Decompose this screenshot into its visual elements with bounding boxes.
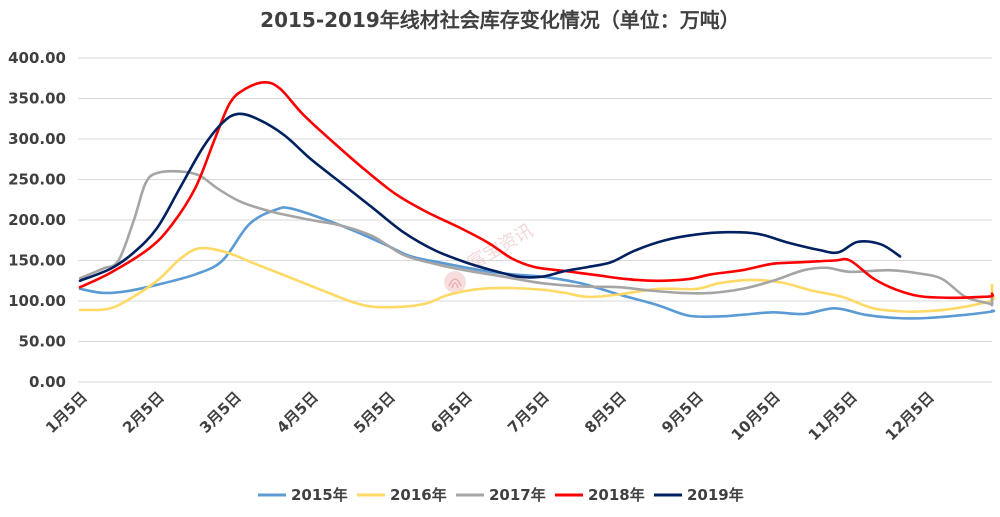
x-tick-label: 2月5日 [119, 388, 168, 437]
legend-item-2015年: 2015年 [258, 486, 348, 504]
y-tick-label: 300.00 [8, 130, 66, 148]
y-tick-label: 0.00 [29, 373, 66, 391]
legend-item-2019年: 2019年 [654, 486, 744, 504]
series-line-2017年 [78, 169, 994, 307]
legend-item-2017年: 2017年 [456, 486, 546, 504]
x-tick-label: 11月5日 [805, 388, 861, 444]
x-tick-label: 3月5日 [196, 388, 245, 437]
y-tick-label: 100.00 [8, 292, 66, 310]
x-tick-label: 7月5日 [504, 388, 553, 437]
y-tick-label: 350.00 [8, 90, 66, 108]
grid-layer [78, 57, 992, 383]
y-tick-label: 250.00 [8, 171, 66, 189]
x-tick-label: 8月5日 [581, 388, 630, 437]
legend-label: 2015年 [291, 486, 348, 504]
series-line-2016年 [78, 246, 996, 313]
x-axis-tick-labels: 1月5日 2月5日 3月5日 4月5日 5月5日 6月5日 7月5日 8月5日 9月5日 10月5… [42, 388, 938, 444]
series-layer [78, 81, 996, 320]
x-tick-label: 12月5日 [882, 388, 938, 444]
legend-label: 2019年 [687, 486, 744, 504]
x-tick-label: 5月5日 [350, 388, 399, 437]
x-tick-label: 9月5日 [658, 388, 707, 437]
legend-item-2018年: 2018年 [555, 486, 645, 504]
legend-item-2016年: 2016年 [357, 486, 447, 504]
legend: 2015年 2016年 2017年 2018年 2019年 [258, 486, 744, 504]
y-tick-label: 200.00 [8, 211, 66, 229]
legend-label: 2018年 [588, 486, 645, 504]
y-tick-label: 400.00 [8, 49, 66, 67]
watermark-logo-icon [444, 271, 466, 293]
legend-label: 2016年 [390, 486, 447, 504]
x-tick-label: 4月5日 [273, 388, 322, 437]
series-line-2019年 [78, 112, 902, 283]
chart-title: 2015-2019年线材社会库存变化情况（单位：万吨） [260, 8, 740, 32]
watermark: 富宝资讯 [444, 220, 537, 293]
y-axis-tick-labels: 0.00 50.00 100.00 150.00 200.00 250.00 300.00 3… [8, 49, 66, 391]
series-line-2018年 [78, 81, 995, 300]
x-tick-label: 6月5日 [427, 388, 476, 437]
y-tick-label: 50.00 [19, 333, 66, 351]
x-tick-label: 10月5日 [728, 388, 784, 444]
x-tick-label: 1月5日 [42, 388, 91, 437]
y-tick-label: 150.00 [8, 252, 66, 270]
legend-label: 2017年 [489, 486, 546, 504]
